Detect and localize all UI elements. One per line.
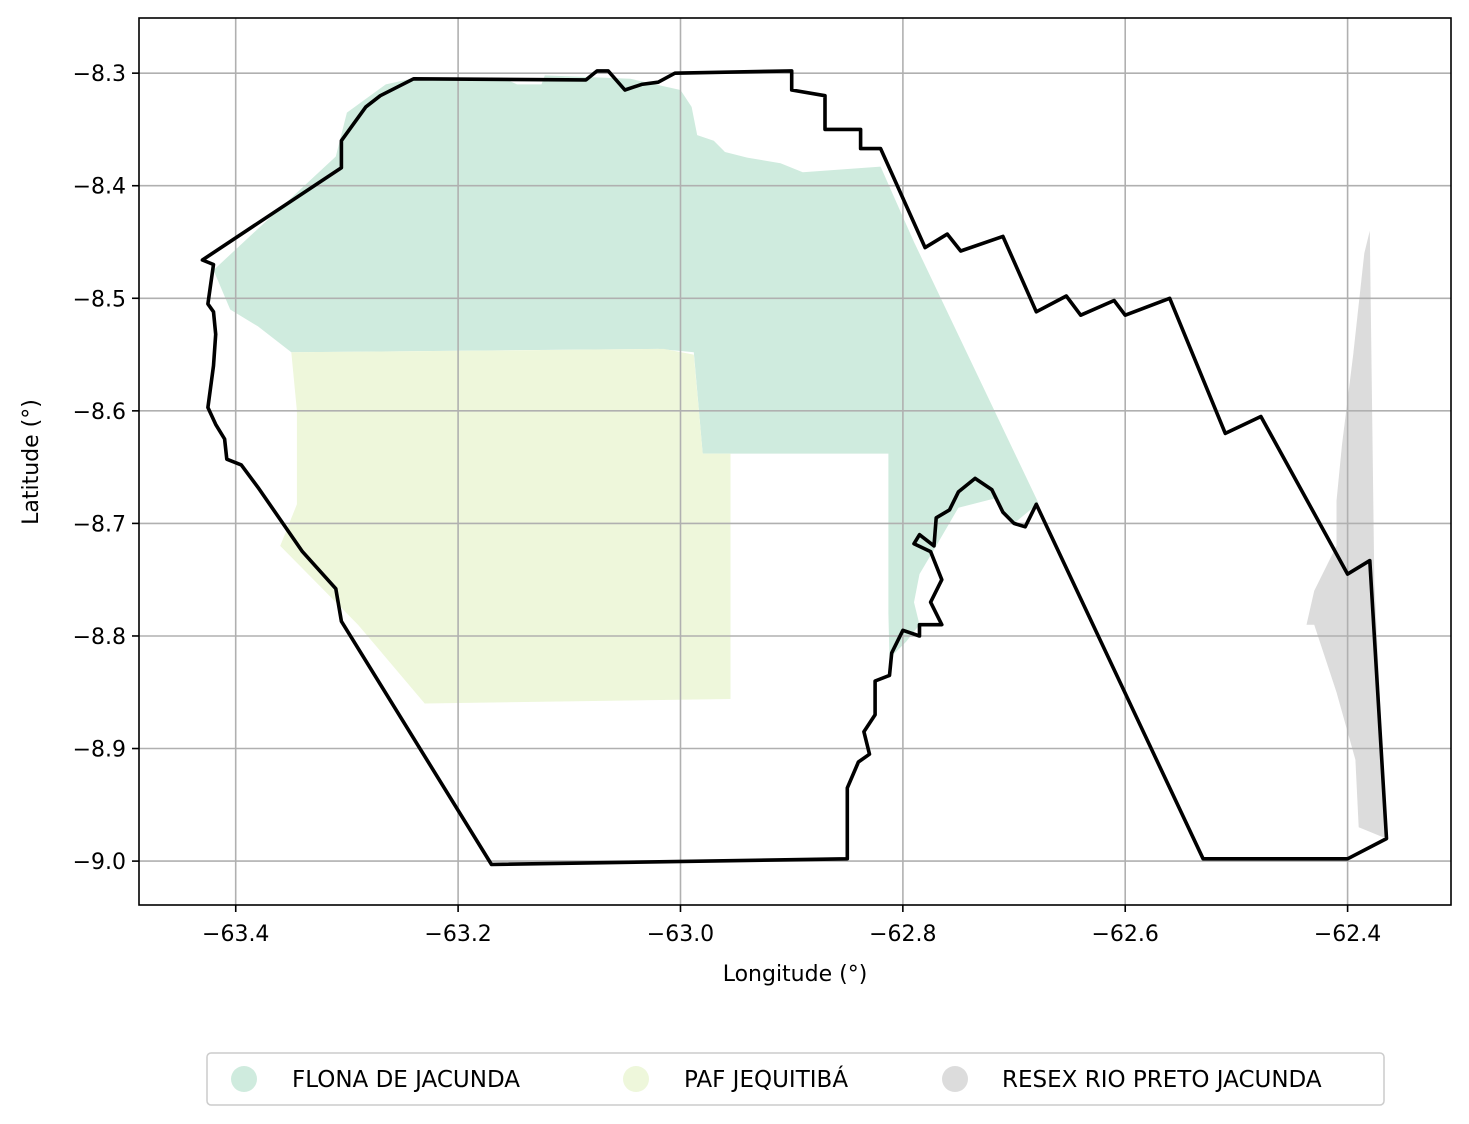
plot-frame	[138, 17, 1452, 906]
y-axis-title: Latitude (°)	[19, 399, 44, 525]
x-tick-label: −62.4	[1314, 922, 1381, 947]
grid-lines	[139, 18, 1451, 905]
x-tick-label: −62.6	[1092, 922, 1159, 947]
y-tick-label: −8.6	[73, 400, 126, 425]
legend-marker-paf-jequitiba	[623, 1066, 649, 1092]
y-tick-label: −8.4	[73, 175, 126, 200]
legend-frame	[206, 1052, 1385, 1106]
legend-label-resex-rio-preto-jacunda: RESEX RIO PRETO JACUNDA	[1002, 1067, 1322, 1093]
legend-label-flona-de-jacunda: FLONA DE JACUNDA	[292, 1067, 520, 1093]
x-tick-label: −63.2	[424, 922, 491, 947]
municipality-boundary-layer	[200, 69, 1389, 867]
area-paf-jequitiba	[280, 348, 731, 704]
y-tick-label: −8.5	[73, 287, 126, 312]
legend-marker-flona-de-jacunda	[231, 1066, 257, 1092]
legend-items: FLONA DE JACUNDA PAF JEQUITIBÁ RESEX RIO P…	[231, 1065, 1322, 1093]
municipality-boundary	[200, 69, 1389, 867]
legend-label-paf-jequitiba: PAF JEQUITIBÁ	[684, 1065, 848, 1093]
x-axis-title: Longitude (°)	[723, 962, 868, 987]
y-tick-label: −8.3	[73, 62, 126, 87]
protected-areas-layer	[213, 75, 1387, 839]
area-resex-rio-preto-jacunda	[1306, 230, 1387, 839]
legend: FLONA DE JACUNDA PAF JEQUITIBÁ RESEX RIO P…	[206, 1052, 1385, 1106]
x-tick-label: −63.0	[647, 922, 714, 947]
y-tick-label: −8.7	[73, 512, 126, 537]
x-tick-label: −62.8	[869, 922, 936, 947]
axis-ticks: −63.4 −63.2 −63.0 −62.8 −62.6 −62.4 −8.3 −8.4 −8…	[73, 62, 1382, 947]
y-tick-label: −8.9	[73, 738, 126, 763]
x-tick-label: −63.4	[202, 922, 269, 947]
legend-marker-resex-rio-preto-jacunda	[942, 1066, 968, 1092]
area-flona-de-jacunda	[213, 75, 1039, 659]
y-tick-label: −9.0	[73, 850, 126, 875]
y-tick-label: −8.8	[73, 625, 126, 650]
